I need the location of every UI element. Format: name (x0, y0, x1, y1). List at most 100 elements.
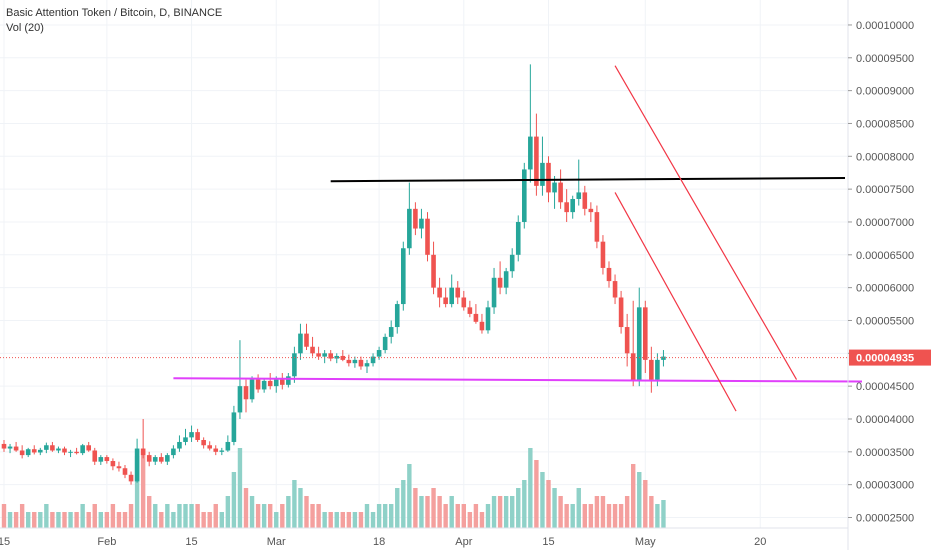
candle-body (552, 182, 557, 193)
candle-body (171, 448, 176, 456)
price-axis-label: 0.00008500 (856, 118, 914, 130)
time-axis-label: Feb (97, 536, 116, 548)
candles (1, 64, 666, 485)
volume-bar (26, 512, 31, 528)
price-axis[interactable]: 0.00002500 0.00003000 0.00003500 0.00004000… (847, 0, 931, 550)
volume-bar (80, 504, 85, 528)
volume-bar (86, 512, 91, 528)
volume-bar (637, 472, 642, 528)
volume-bar (38, 512, 43, 528)
candle-body (304, 333, 309, 347)
candle-body (394, 304, 400, 328)
volume-bar (425, 496, 430, 528)
volume-bar (44, 504, 49, 528)
candle-body (92, 450, 98, 462)
volume-bars (1, 448, 666, 528)
candle-body (159, 457, 164, 462)
time-axis-label: 15 (0, 536, 10, 548)
volume-bar (261, 504, 267, 528)
volume-bar (225, 496, 231, 528)
volume-bar (503, 496, 509, 528)
support-line (173, 377, 863, 383)
price-axis-label: 0.00008000 (856, 151, 914, 163)
candle-body (606, 267, 612, 282)
candle-body (600, 241, 606, 268)
candle-body (515, 221, 521, 255)
volume-bar (304, 496, 309, 528)
candle-body (558, 182, 563, 203)
volume-bar (358, 512, 364, 528)
volume-bar (661, 500, 666, 528)
candle-body (62, 448, 67, 453)
volume-bar (649, 496, 654, 528)
candle-body (177, 441, 182, 449)
time-axis-label: 15 (185, 536, 197, 548)
volume-bar (413, 488, 418, 528)
candle-body (419, 218, 424, 229)
volume-bar (479, 512, 485, 528)
candle-body (122, 468, 128, 475)
volume-bar (104, 512, 110, 528)
volume-bar (128, 504, 134, 528)
volume-bar (140, 452, 146, 528)
price-axis-label: 0.00009000 (856, 86, 914, 98)
candle-body (316, 353, 321, 357)
time-axis[interactable]: 15 Feb 15 Mar 18 Apr 15 May 20 (0, 527, 848, 548)
price-axis-label: 0.00006500 (856, 250, 914, 262)
volume-bar (255, 504, 261, 528)
volume-bar (316, 504, 321, 528)
volume-bar (110, 504, 116, 528)
candle-body (509, 254, 515, 272)
candle-body (243, 386, 249, 400)
candle-body (376, 350, 382, 357)
candle-body (231, 412, 237, 442)
candle-body (358, 359, 364, 367)
volume-bar (588, 504, 594, 528)
candle-body (146, 455, 152, 462)
candle-body (255, 379, 261, 390)
volume-bar (461, 504, 466, 528)
candle-body (618, 297, 624, 328)
time-axis-label: 20 (754, 536, 766, 548)
volume-bar (624, 496, 630, 528)
volume-bar (207, 512, 212, 528)
volume-bar (389, 504, 394, 528)
candle-body (534, 136, 539, 186)
candle-body (104, 457, 110, 462)
volume-bar (249, 496, 255, 528)
candle-body (661, 356, 666, 360)
price-axis-label: 0.00009500 (856, 53, 914, 65)
volume-bar (443, 504, 448, 528)
candle-body (195, 432, 200, 440)
volume-bar (134, 456, 140, 528)
volume-bar (528, 448, 533, 528)
candle-body (401, 248, 406, 305)
candle-body (655, 359, 660, 380)
candle-body (273, 379, 279, 387)
candle-body (425, 218, 430, 255)
volume-bar (147, 496, 152, 528)
volume-bar (558, 496, 563, 528)
volume-bar (340, 512, 345, 528)
candle-body (576, 192, 582, 199)
candle-body (134, 448, 140, 482)
candle-body (7, 446, 13, 449)
candle-body (461, 297, 467, 308)
volume-bar (165, 504, 170, 528)
volume-bar (122, 512, 128, 528)
candle-body (225, 441, 231, 451)
candle-body (388, 327, 394, 337)
price-axis-label: 0.00004000 (856, 414, 914, 426)
volume-bar (437, 496, 442, 528)
volume-bar (280, 504, 285, 528)
volume-bar (68, 512, 73, 528)
time-axis-label: 15 (542, 536, 554, 548)
candle-body (497, 277, 503, 288)
resistance-line (330, 176, 846, 183)
candle-body (467, 307, 473, 314)
candle-body (68, 451, 73, 453)
volume-bar (159, 512, 164, 528)
candle-body (328, 353, 333, 359)
volume-bar (473, 504, 479, 528)
